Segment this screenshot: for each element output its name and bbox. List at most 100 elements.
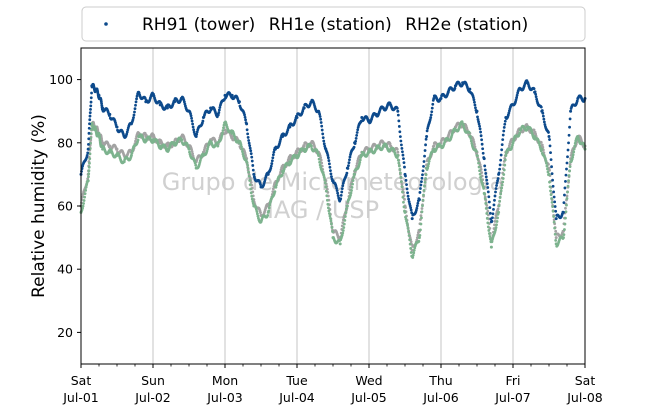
- point-rh91: [245, 122, 249, 126]
- point-rh91: [563, 186, 567, 190]
- point-rh91: [190, 116, 193, 120]
- point-rh91: [108, 112, 112, 116]
- point-rh1e: [485, 216, 489, 220]
- point-rh91: [498, 163, 502, 167]
- point-rh1e: [533, 134, 537, 138]
- point-rh1e: [87, 165, 91, 169]
- point-rh1e: [323, 181, 327, 185]
- point-rh91: [271, 156, 275, 160]
- point-rh91: [406, 191, 409, 195]
- point-rh1e: [350, 189, 353, 192]
- point-rh91: [398, 130, 402, 134]
- point-rh1e: [256, 212, 259, 216]
- point-rh1e: [566, 190, 569, 194]
- x-tick-day-7: Sat: [575, 373, 596, 388]
- point-rh1e: [341, 231, 345, 235]
- point-rh91: [90, 91, 93, 95]
- point-rh1e: [194, 163, 198, 167]
- point-rh91: [87, 126, 91, 130]
- point-rh91: [348, 158, 351, 162]
- point-rh91: [263, 180, 266, 184]
- point-rh1e: [422, 189, 426, 192]
- point-rh1e: [367, 150, 371, 154]
- point-rh1e: [565, 203, 568, 207]
- point-rh1e: [495, 223, 498, 227]
- point-rh1e: [81, 206, 84, 210]
- point-rh91: [543, 123, 547, 126]
- point-rh1e: [502, 168, 506, 172]
- point-rh1e: [484, 207, 488, 210]
- point-rh91: [551, 184, 555, 188]
- point-rh91: [400, 146, 404, 150]
- point-rh1e: [180, 138, 184, 142]
- point-rh1e: [550, 200, 554, 204]
- point-rh91: [190, 119, 194, 123]
- point-rh91: [89, 104, 93, 108]
- point-rh91: [502, 129, 506, 133]
- point-rh1e: [564, 216, 567, 220]
- point-rh91: [405, 187, 409, 191]
- point-rh91: [355, 131, 359, 134]
- point-rh91: [88, 118, 92, 122]
- point-rh91: [410, 217, 414, 221]
- point-rh91: [493, 194, 497, 198]
- point-rh1e: [86, 179, 90, 183]
- point-rh91: [535, 97, 539, 101]
- point-rh1e: [477, 165, 481, 169]
- point-rh1e: [477, 161, 480, 165]
- point-rh91: [480, 138, 484, 142]
- point-rh91: [539, 105, 543, 109]
- point-rh2e: [486, 209, 490, 213]
- x-tick-date-2: Jul-03: [206, 390, 243, 405]
- point-rh91: [424, 143, 427, 147]
- point-rh1e: [547, 172, 551, 176]
- point-rh91: [249, 152, 253, 156]
- point-rh91: [552, 190, 556, 194]
- point-rh91: [354, 139, 358, 143]
- point-rh91: [396, 113, 400, 117]
- point-rh91: [405, 183, 408, 187]
- point-rh91: [569, 109, 573, 113]
- point-rh1e: [402, 205, 406, 209]
- point-rh91: [89, 96, 93, 100]
- point-rh1e: [428, 157, 432, 161]
- point-rh1e: [398, 167, 402, 171]
- point-rh91: [575, 99, 579, 103]
- point-rh91: [339, 194, 343, 197]
- point-rh91: [419, 187, 422, 190]
- point-rh2e: [249, 181, 253, 184]
- point-rh2e: [540, 143, 544, 147]
- point-rh91: [339, 197, 343, 201]
- point-rh91: [173, 100, 177, 104]
- point-rh1e: [129, 153, 133, 157]
- point-rh91: [249, 149, 253, 153]
- point-rh1e: [490, 240, 494, 244]
- point-rh1e: [323, 178, 327, 182]
- point-rh91: [217, 111, 221, 114]
- point-rh91: [514, 98, 518, 102]
- point-rh91: [245, 128, 249, 132]
- point-rh1e: [548, 180, 551, 184]
- point-rh1e: [427, 159, 431, 163]
- point-rh91: [216, 113, 220, 117]
- point-rh91: [497, 171, 501, 175]
- point-rh91: [88, 111, 92, 115]
- point-rh91: [335, 186, 338, 190]
- point-rh91: [479, 130, 482, 134]
- point-rh1e: [503, 163, 507, 167]
- point-rh1e: [402, 200, 405, 204]
- point-rh1e: [241, 150, 244, 154]
- point-rh1e: [82, 202, 85, 205]
- point-rh91: [499, 153, 503, 157]
- point-rh91: [567, 133, 571, 137]
- point-rh1e: [500, 186, 504, 190]
- point-rh1e: [407, 230, 410, 234]
- point-rh91: [217, 108, 221, 112]
- point-rh1e: [418, 233, 422, 237]
- point-rh1e: [342, 226, 346, 229]
- point-rh2e: [568, 163, 572, 166]
- y-tick-label-40: 40: [57, 262, 73, 277]
- point-rh1e: [338, 242, 342, 246]
- point-rh91: [468, 87, 472, 91]
- point-rh1e: [546, 167, 549, 171]
